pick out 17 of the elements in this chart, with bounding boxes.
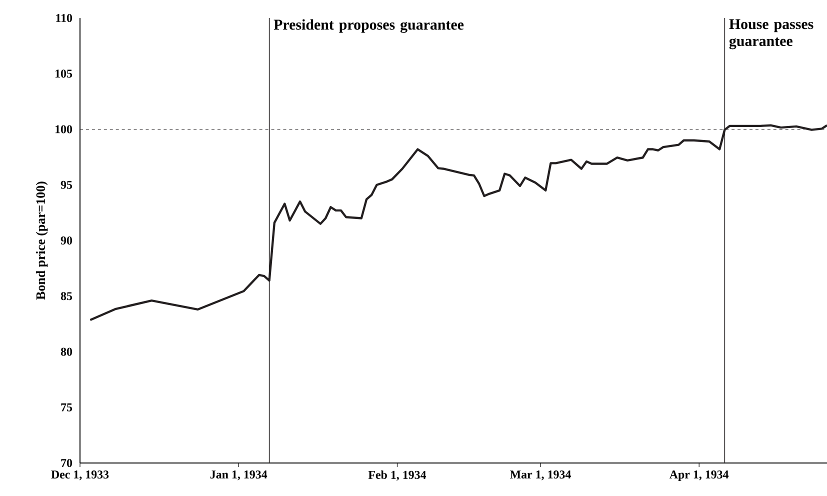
x-tick-label: Feb 1, 1934 xyxy=(368,470,426,481)
y-tick-label: 75 xyxy=(61,403,72,412)
ref-line-label: President proposes guarantee xyxy=(274,19,464,33)
y-tick-label: 95 xyxy=(60,180,72,189)
y-tick-label: 100 xyxy=(56,125,72,134)
y-tick-label: 105 xyxy=(56,70,72,78)
ref-line-label: House passes guarantee xyxy=(729,19,814,50)
y-tick-label: 90 xyxy=(60,236,72,245)
y-tick-label: 70 xyxy=(61,458,72,468)
x-tick-label: Apr 1, 1934 xyxy=(669,470,729,481)
x-tick-label: Mar 1, 1934 xyxy=(510,470,571,480)
y-axis-title: Bond price (par=100) xyxy=(36,182,48,300)
x-tick-label: Dec 1, 1933 xyxy=(51,470,109,480)
y-tick-label: 80 xyxy=(60,348,72,356)
x-tick-label: Jan 1, 1934 xyxy=(210,470,268,480)
y-tick-label: 110 xyxy=(56,14,72,22)
y-tick-label: 85 xyxy=(60,292,72,300)
